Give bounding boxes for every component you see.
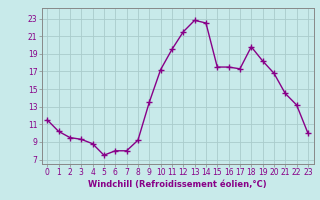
X-axis label: Windchill (Refroidissement éolien,°C): Windchill (Refroidissement éolien,°C) (88, 180, 267, 189)
